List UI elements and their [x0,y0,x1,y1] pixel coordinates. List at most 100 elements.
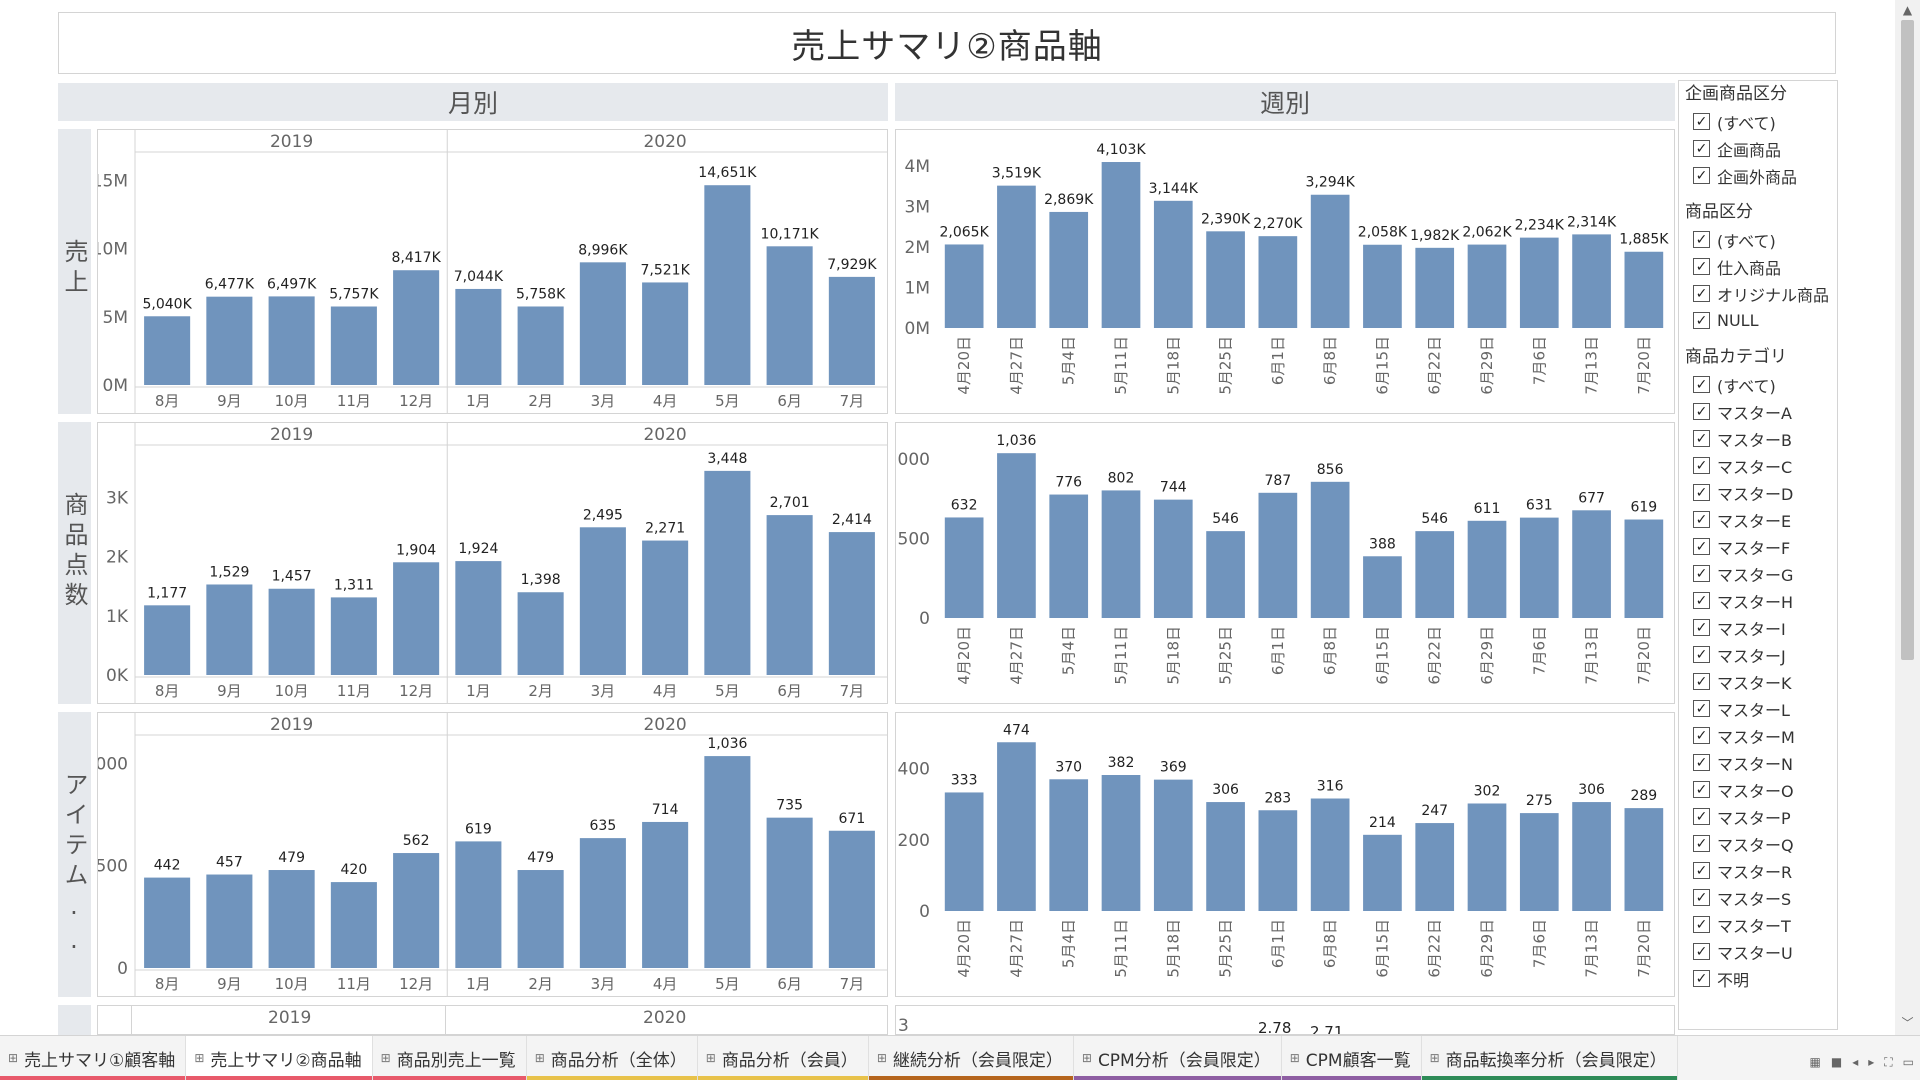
filter-option[interactable]: ✓ マスターD [1679,479,1837,506]
checkbox-checked-icon[interactable]: ✓ [1693,484,1710,501]
y-tick-label: 2K [106,548,129,568]
bar [330,597,377,675]
checkbox-checked-icon[interactable]: ✓ [1693,889,1710,906]
sheet-tab[interactable]: ⊞ CPM顧客一覧 [1281,1036,1422,1080]
filter-option[interactable]: ✓ 企画商品 [1679,135,1837,162]
checkbox-checked-icon[interactable]: ✓ [1693,619,1710,636]
y-tick-label: 400 [898,760,930,780]
filter-option[interactable]: ✓ 企画外商品 [1679,162,1837,189]
bar [330,306,377,385]
checkbox-checked-icon[interactable]: ✓ [1693,970,1710,987]
filter-option[interactable]: ✓ (すべて) [1679,108,1837,135]
checkbox-checked-icon[interactable]: ✓ [1693,312,1710,329]
filter-option[interactable]: ✓ マスターP [1679,803,1837,830]
checkbox-checked-icon[interactable]: ✓ [1693,781,1710,798]
bar [455,561,502,675]
scroll-up-icon[interactable]: ▲ [1902,3,1913,17]
checkbox-checked-icon[interactable]: ✓ [1693,167,1710,184]
filter-option[interactable]: ✓ 不明 [1679,965,1837,992]
filter-option[interactable]: ✓ マスターI [1679,614,1837,641]
checkbox-checked-icon[interactable]: ✓ [1693,673,1710,690]
filter-option[interactable]: ✓ マスターR [1679,857,1837,884]
filter-option[interactable]: ✓ マスターU [1679,938,1837,965]
scroll-down-icon[interactable]: ﹀ [1901,1015,1914,1030]
sheet-tab[interactable]: ⊞ 売上サマリ②商品軸 [186,1036,373,1080]
next-sheet-icon[interactable]: ▸ [1868,1055,1875,1069]
filter-option[interactable]: ✓ マスターJ [1679,641,1837,668]
sheet-tab[interactable]: ⊞ 商品別売上一覧 [372,1036,527,1080]
checkbox-checked-icon[interactable]: ✓ [1693,538,1710,555]
sheet-tab[interactable]: ⊞ 商品転換率分析（会員限定） [1421,1036,1678,1080]
data-label: 714 [652,802,679,818]
filter-option[interactable]: ✓ マスターG [1679,560,1837,587]
filter-option[interactable]: ✓ マスターM [1679,722,1837,749]
checkbox-checked-icon[interactable]: ✓ [1693,457,1710,474]
filter-option[interactable]: ✓ マスターQ [1679,830,1837,857]
scroll-thumb[interactable] [1901,20,1914,660]
checkbox-checked-icon[interactable]: ✓ [1693,376,1710,393]
grid-view-icon[interactable]: ▦ [1809,1055,1821,1069]
filter-option[interactable]: ✓ マスターK [1679,668,1837,695]
checkbox-checked-icon[interactable]: ✓ [1693,862,1710,879]
filter-option-label: マスターH [1717,592,1794,612]
checkbox-checked-icon[interactable]: ✓ [1693,231,1710,248]
filter-option[interactable]: ✓ マスターB [1679,425,1837,452]
checkbox-checked-icon[interactable]: ✓ [1693,646,1710,663]
sheet-tab[interactable]: ⊞ 継続分析（会員限定） [868,1036,1074,1080]
checkbox-checked-icon[interactable]: ✓ [1693,727,1710,744]
filmstrip-icon[interactable]: ■ [1830,1055,1843,1069]
bar [1467,244,1507,328]
present-icon[interactable]: ▭ [1902,1055,1914,1069]
bar [1206,231,1245,328]
sheet-tab[interactable]: ⊞ 商品分析（会員） [697,1036,869,1080]
filter-option[interactable]: ✓ マスターH [1679,587,1837,614]
filter-option[interactable]: ✓ マスターF [1679,533,1837,560]
checkbox-checked-icon[interactable]: ✓ [1693,916,1710,933]
checkbox-checked-icon[interactable]: ✓ [1693,592,1710,609]
bar [1467,520,1507,618]
sheet-tab[interactable]: ⊞ 商品分析（全体） [526,1036,698,1080]
filter-option[interactable]: ✓ マスターC [1679,452,1837,479]
fullscreen-icon[interactable]: ⛶ [1884,1055,1893,1069]
filter-option-label: 仕入商品 [1717,258,1782,278]
filter-option[interactable]: ✓ マスターO [1679,776,1837,803]
checkbox-checked-icon[interactable]: ✓ [1693,835,1710,852]
sheet-grid-icon: ⊞ [705,1051,716,1065]
sheet-tab[interactable]: ⊞ CPM分析（会員限定） [1073,1036,1282,1080]
checkbox-checked-icon[interactable]: ✓ [1693,700,1710,717]
filter-option[interactable]: ✓ (すべて) [1679,226,1837,253]
checkbox-checked-icon[interactable]: ✓ [1693,430,1710,447]
filter-option-label: マスターD [1717,484,1794,504]
filter-option[interactable]: ✓ マスターN [1679,749,1837,776]
y-tick-label: 4M [905,157,930,177]
filter-option[interactable]: ✓ NULL [1679,307,1837,334]
checkbox-checked-icon[interactable]: ✓ [1693,511,1710,528]
y-tick-label: 0 [919,609,930,629]
filter-option[interactable]: ✓ マスターA [1679,398,1837,425]
checkbox-checked-icon[interactable]: ✓ [1693,943,1710,960]
vertical-scrollbar[interactable]: ▲ ﹀ [1895,0,1920,1035]
filter-option[interactable]: ✓ マスターS [1679,884,1837,911]
prev-sheet-icon[interactable]: ◂ [1852,1055,1859,1069]
x-tick-label: 4月27日 [1007,919,1025,978]
filter-option[interactable]: ✓ (すべて) [1679,371,1837,398]
checkbox-checked-icon[interactable]: ✓ [1693,403,1710,420]
year-divider [445,1006,446,1034]
checkbox-checked-icon[interactable]: ✓ [1693,285,1710,302]
bar [330,882,377,968]
filter-option[interactable]: ✓ 仕入商品 [1679,253,1837,280]
checkbox-checked-icon[interactable]: ✓ [1693,113,1710,130]
filter-option[interactable]: ✓ マスターL [1679,695,1837,722]
checkbox-checked-icon[interactable]: ✓ [1693,258,1710,275]
checkbox-checked-icon[interactable]: ✓ [1693,140,1710,157]
checkbox-checked-icon[interactable]: ✓ [1693,754,1710,771]
filter-option[interactable]: ✓ マスターE [1679,506,1837,533]
sheet-tab[interactable]: ⊞ 売上サマリ①顧客軸 [0,1036,187,1080]
checkbox-checked-icon[interactable]: ✓ [1693,565,1710,582]
data-label: 247 [1421,803,1448,819]
filter-option[interactable]: ✓ オリジナル商品 [1679,280,1837,307]
x-tick-label: 5月25日 [1217,919,1235,978]
filter-option[interactable]: ✓ マスターT [1679,911,1837,938]
checkbox-checked-icon[interactable]: ✓ [1693,808,1710,825]
x-tick-label: 12月 [399,975,433,993]
